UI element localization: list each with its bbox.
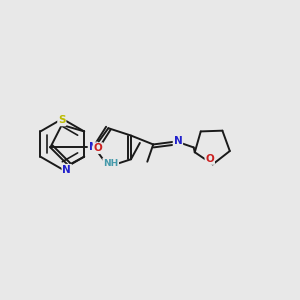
Text: N: N: [173, 136, 182, 146]
Text: NH: NH: [103, 159, 118, 168]
Text: O: O: [206, 154, 214, 164]
Text: N: N: [62, 165, 71, 175]
Text: N: N: [88, 142, 97, 152]
Text: S: S: [58, 116, 66, 125]
Text: O: O: [94, 143, 102, 153]
